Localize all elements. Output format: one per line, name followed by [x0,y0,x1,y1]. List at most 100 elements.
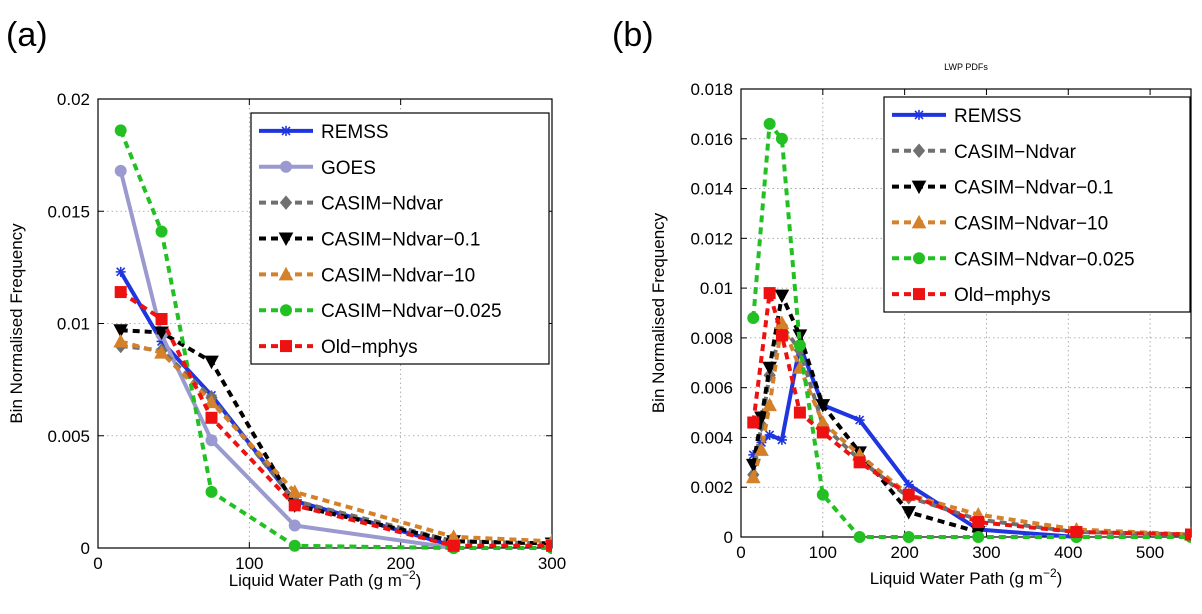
series-remss-point [748,449,759,460]
series-casim-ndvar-0-1-point [815,399,831,413]
series-old-mphys-point [155,313,168,326]
legend-swatch-marker [280,340,292,353]
y-axis-label: Bin Normalised Frequency [649,212,668,413]
chart-panel-a: 0 100 200 300 0 0.005 0.01 0.015 0.02 Liquid Wate… [7,90,566,590]
series-casim-ndvar-0-025-line [118,129,552,550]
series-casim-ndvar-0-025-point [775,132,788,145]
legend-swatch-marker [281,125,291,136]
series-casim-ndvar-0-1-point [204,355,219,370]
x-tick-label: 100 [235,554,263,573]
series-old-mphys-point [546,539,552,552]
x-tick-label: 200 [890,543,918,562]
series-casim-ndvar-0-1-point [762,361,777,376]
series-goes-point [114,164,127,177]
series-old-mphys-point [775,329,788,342]
series-casim-ndvar-10-point [113,333,129,348]
y-tick-label: 0.006 [690,379,733,398]
series-casim-ndvar-0-025-point [816,488,829,501]
y-tick-label: 0.01 [700,279,733,298]
y-tick-label: 0.008 [690,329,733,348]
legend-swatch-marker [913,288,925,301]
x-tick-label: 400 [1054,543,1082,562]
y-tick-label: 0.004 [690,428,733,447]
series-old-mphys-point [747,416,760,429]
series-casim-ndvar-0-025-point [747,311,760,324]
series-casim-ndvar-0-1-point [901,506,917,520]
series-casim-ndvar-0-025-point [902,531,915,543]
series-old-mphys-point [793,406,806,419]
series-old-mphys-line [119,290,552,548]
x-tick-label: 300 [972,543,1000,562]
series-casim-ndvar-0-1-point [774,289,790,304]
y-tick-label: 0.002 [690,478,733,497]
legend-entry: Old−mphys [321,337,418,358]
legend-swatch-marker [911,180,927,195]
series-remss-point [903,479,914,490]
series-casim-ndvar-10 [113,333,552,548]
x-axis-label: Liquid Water Path (g m−2) [870,566,1063,588]
series-casim-ndvar-0-025-point [155,225,168,238]
legend-entry: CASIM−Ndvar [321,194,444,215]
series-casim-ndvar-0-1-point [154,326,169,341]
x-tick-label: 300 [538,554,566,573]
series-old-mphys-point [205,411,218,424]
legend-swatch-marker [280,304,292,317]
x-tick-label: 100 [809,543,837,562]
series-remss-point [854,415,865,426]
series-casim-ndvar-10-line [120,339,552,544]
legend-entry: CASIM−Ndvar−0.025 [321,301,502,322]
series-old-mphys-point [816,426,829,439]
series-casim-ndvar-10-point [154,345,169,359]
y-tick-label: 0.018 [690,80,733,99]
series-old-mphys-point [447,539,460,552]
series-casim-ndvar-0-025-point [205,485,218,498]
x-axis-label: Liquid Water Path (g m−2) [229,568,422,590]
series-old-mphys-point [1185,528,1191,541]
legend-entry: CASIM−Ndvar−10 [321,265,475,286]
series-old-mphys-point [1070,526,1083,539]
series-casim-ndvar-10-point [745,469,761,484]
legend-entry: CASIM−Ndvar [954,142,1077,163]
legend: REMSS GOES CASIM−Ndvar CASIM−Ndvar−0.1 CASIM… [250,112,550,365]
series-old-mphys-point [853,456,866,469]
series-remss-point [115,266,126,277]
x-tick-label: 0 [93,554,102,573]
legend-entry: Old−mphys [954,285,1051,306]
y-tick-label: 0.016 [690,130,733,149]
series-old-mphys-point [902,488,915,501]
series-remss-point [156,336,167,347]
series-goes-point [288,519,301,532]
series-casim-ndvar-0-025-point [972,531,985,543]
series-casim-ndvar-0-025-point [114,124,127,137]
y-tick-label: 0.012 [690,229,733,248]
series-casim-ndvar-0-025-line [751,121,1191,539]
series-casim-ndvar-0-1-line [751,293,979,534]
series-old-mphys [114,286,552,552]
chart-title: LWP PDFs [944,62,988,72]
series-old-mphys-point [114,286,127,299]
series-old-mphys [747,287,1191,541]
legend-swatch-marker [279,195,293,210]
legend-swatch-marker [913,252,925,265]
legend: REMSS CASIM−Ndvar CASIM−Ndvar−0.1 CASIM−Ndv… [883,96,1191,313]
panel-b-label: (b) [612,16,654,54]
y-tick-label: 0 [724,528,733,547]
series-casim-ndvar [747,318,1191,542]
series-casim-ndvar-0-025-point [288,539,301,552]
series-old-mphys-point [763,287,776,300]
legend-swatch-marker [914,109,924,120]
series-casim-ndvar-0-025-point [763,117,776,130]
legend-entry: REMSS [954,106,1022,127]
legend-entry: GOES [321,158,376,179]
legend-swatch-marker [278,266,294,281]
legend-box [883,96,1191,313]
series-remss-point [776,434,787,445]
y-tick-label: 0.01 [57,315,90,334]
series-old-mphys-point [288,499,301,512]
legend-entry: CASIM−Ndvar−0.1 [954,178,1113,199]
series-casim-ndvar-0-1-point [113,324,129,338]
x-tick-label: 200 [386,554,414,573]
series-remss-point [764,429,775,440]
series-casim-ndvar [114,338,552,551]
y-tick-label: 0 [81,539,90,558]
